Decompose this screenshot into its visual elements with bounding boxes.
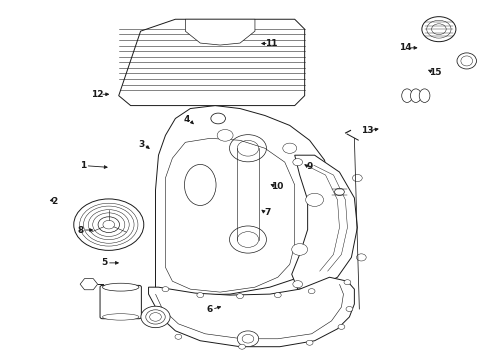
- Ellipse shape: [409, 89, 420, 103]
- Circle shape: [98, 217, 119, 233]
- Text: 6: 6: [206, 305, 212, 314]
- Circle shape: [421, 17, 455, 42]
- Text: 14: 14: [398, 43, 410, 52]
- Text: 4: 4: [183, 116, 190, 125]
- Circle shape: [356, 254, 366, 261]
- Ellipse shape: [401, 89, 411, 103]
- Circle shape: [155, 306, 162, 311]
- Circle shape: [162, 287, 168, 292]
- Text: 7: 7: [264, 208, 270, 217]
- Polygon shape: [185, 19, 254, 45]
- Polygon shape: [291, 155, 357, 289]
- Circle shape: [305, 193, 323, 206]
- Text: 9: 9: [306, 162, 313, 171]
- Circle shape: [238, 344, 245, 349]
- Circle shape: [274, 293, 281, 298]
- Text: 1: 1: [80, 161, 86, 170]
- Circle shape: [145, 310, 165, 324]
- Polygon shape: [155, 105, 329, 295]
- Circle shape: [291, 244, 307, 255]
- Ellipse shape: [184, 165, 216, 206]
- Text: 8: 8: [77, 225, 83, 234]
- Text: 5: 5: [101, 258, 107, 267]
- Circle shape: [282, 143, 296, 153]
- Text: 11: 11: [264, 39, 277, 48]
- Text: 3: 3: [138, 140, 144, 149]
- Text: 13: 13: [360, 126, 372, 135]
- Circle shape: [74, 199, 143, 250]
- Ellipse shape: [460, 56, 471, 66]
- Circle shape: [236, 294, 243, 298]
- Polygon shape: [119, 19, 304, 105]
- Circle shape: [305, 340, 312, 345]
- Text: 2: 2: [51, 197, 57, 206]
- Polygon shape: [80, 279, 98, 290]
- Circle shape: [210, 113, 225, 124]
- Polygon shape: [148, 277, 354, 347]
- Circle shape: [337, 324, 344, 329]
- Text: 12: 12: [91, 90, 103, 99]
- Ellipse shape: [102, 314, 139, 320]
- Circle shape: [197, 293, 203, 298]
- Circle shape: [217, 130, 233, 141]
- Circle shape: [237, 331, 258, 347]
- Circle shape: [352, 175, 362, 181]
- Ellipse shape: [418, 89, 429, 103]
- Circle shape: [292, 280, 302, 288]
- Circle shape: [334, 188, 344, 195]
- Circle shape: [343, 280, 350, 285]
- Circle shape: [141, 306, 170, 328]
- FancyBboxPatch shape: [100, 285, 141, 319]
- Ellipse shape: [456, 53, 475, 69]
- Circle shape: [346, 306, 352, 311]
- Circle shape: [175, 334, 182, 339]
- Ellipse shape: [102, 283, 139, 291]
- Circle shape: [307, 289, 314, 294]
- Text: 10: 10: [271, 182, 283, 191]
- Text: 15: 15: [428, 68, 441, 77]
- Circle shape: [292, 158, 302, 166]
